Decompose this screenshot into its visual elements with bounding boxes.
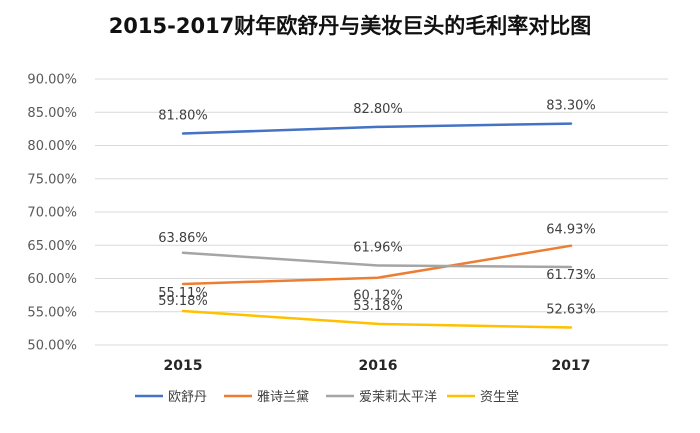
y-tick-label: 60.00%	[27, 272, 77, 287]
data-label: 63.86%	[158, 231, 208, 246]
data-label: 82.80%	[353, 102, 403, 117]
y-tick-label: 90.00%	[27, 73, 77, 88]
data-label: 64.93%	[546, 223, 596, 238]
y-tick-label: 65.00%	[27, 239, 77, 254]
y-tick-label: 75.00%	[27, 172, 77, 187]
data-label: 59.18%	[158, 294, 208, 309]
legend-label: 雅诗兰黛	[257, 390, 309, 405]
chart-title: 2015-2017财年欧舒丹与美妆巨头的毛利率对比图	[108, 14, 592, 38]
y-tick-label: 55.00%	[27, 305, 77, 320]
y-tick-label: 50.00%	[27, 339, 77, 354]
data-label: 55.11%	[158, 286, 208, 301]
series-line	[181, 122, 573, 135]
data-label: 60.12%	[353, 289, 403, 304]
y-tick-label: 80.00%	[27, 139, 77, 154]
x-tick-label: 2015	[164, 358, 203, 374]
y-tick-label: 70.00%	[27, 206, 77, 221]
x-tick-label: 2016	[359, 358, 398, 374]
legend-label: 爱茉莉太平洋	[359, 390, 437, 405]
data-label: 61.96%	[353, 240, 403, 255]
data-label: 81.80%	[158, 109, 208, 124]
x-tick-label: 2017	[552, 358, 591, 374]
data-label: 83.30%	[546, 99, 596, 114]
data-label: 52.63%	[546, 303, 596, 318]
series-line	[181, 309, 573, 329]
y-tick-label: 85.00%	[27, 106, 77, 121]
data-label: 53.18%	[353, 299, 403, 314]
data-label: 61.73%	[546, 268, 596, 283]
legend-label: 欧舒丹	[168, 390, 207, 405]
series-line	[181, 244, 573, 286]
legend-label: 资生堂	[480, 390, 519, 405]
series-line	[181, 251, 573, 269]
